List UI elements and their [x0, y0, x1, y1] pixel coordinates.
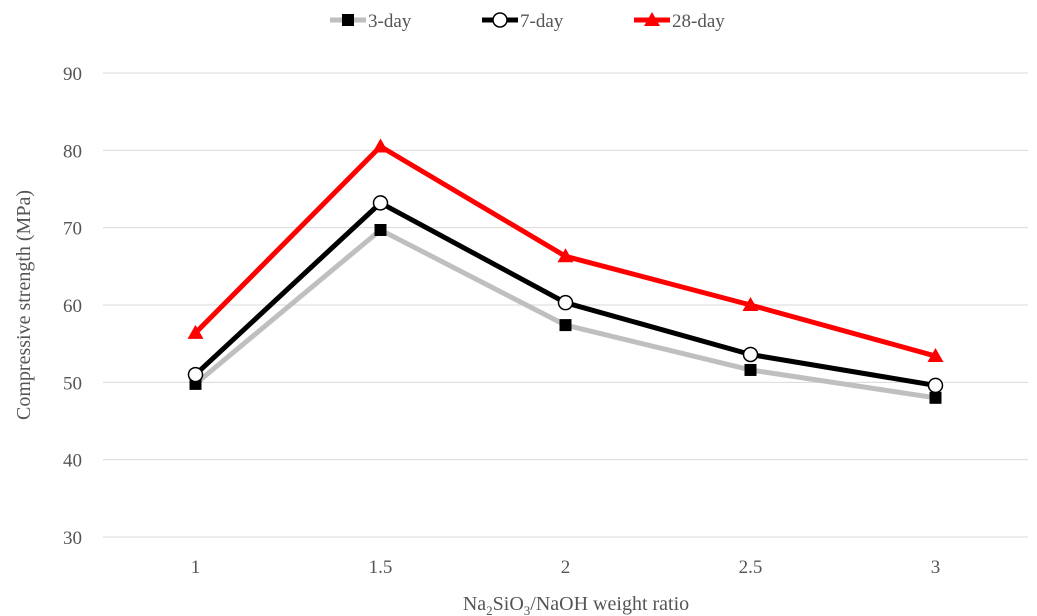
data-point	[189, 368, 203, 382]
legend: 3-day 7-day 28-day	[330, 11, 725, 32]
y-axis-label: Compressive strength (MPa)	[13, 190, 35, 420]
legend-item: 28-day	[634, 11, 725, 32]
x-tick-label: 3	[931, 557, 941, 578]
x-tick-label: 2	[561, 557, 571, 578]
data-point	[744, 347, 758, 361]
legend-label: 28-day	[672, 11, 725, 32]
x-tick-label: 2.5	[739, 557, 763, 578]
legend-item: 7-day	[482, 11, 564, 32]
x-axis-label: Na2SiO3/NaOH weight ratio	[463, 593, 689, 616]
y-tick-label: 60	[63, 296, 82, 317]
x-axis-ticks: 1 1.5 2 2.5 3	[191, 557, 941, 578]
y-tick-label: 40	[63, 451, 82, 472]
y-tick-label: 30	[63, 528, 82, 549]
data-point	[745, 364, 757, 376]
legend-label: 3-day	[368, 11, 412, 32]
y-tick-label: 70	[63, 219, 82, 240]
data-point	[374, 196, 388, 210]
x-axis-label-part: SiO	[493, 593, 524, 615]
data-point	[930, 392, 942, 404]
y-tick-label: 80	[63, 141, 82, 162]
legend-item: 3-day	[330, 11, 412, 32]
data-point	[929, 378, 943, 392]
x-tick-label: 1	[191, 557, 201, 578]
series-group	[188, 138, 944, 403]
data-point	[375, 224, 387, 236]
y-tick-label: 90	[63, 64, 82, 85]
x-tick-label: 1.5	[369, 557, 393, 578]
y-tick-label: 50	[63, 373, 82, 394]
data-point	[373, 138, 389, 152]
legend-marker	[342, 14, 354, 26]
x-axis-label-part: /NaOH weight ratio	[530, 593, 689, 615]
legend-marker	[493, 13, 507, 27]
data-point	[559, 296, 573, 310]
data-point	[560, 319, 572, 331]
x-axis-label-part: Na	[463, 593, 486, 615]
legend-label: 7-day	[520, 11, 564, 32]
y-axis-ticks: 30 40 50 60 70 80 90	[63, 64, 82, 549]
